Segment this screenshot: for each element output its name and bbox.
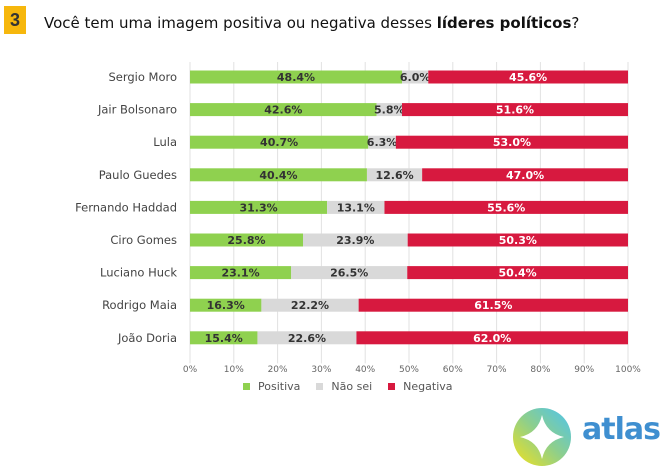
- category-label: Paulo Guedes: [99, 168, 177, 182]
- data-label: 53.0%: [493, 136, 531, 149]
- x-tick-label: 10%: [224, 365, 244, 375]
- data-label: 48.4%: [277, 71, 315, 84]
- bar-negativa: [428, 70, 628, 84]
- bar-positiva: [190, 135, 369, 149]
- data-label: 26.5%: [330, 267, 368, 280]
- x-tick-label: 40%: [355, 365, 375, 375]
- data-label: 5.8%: [374, 104, 405, 117]
- data-label: 40.4%: [259, 169, 297, 182]
- legend-label: Positiva: [258, 380, 301, 393]
- question-number-badge: 3: [4, 6, 26, 34]
- bar-não-sei: [291, 266, 408, 280]
- category-label: Jair Bolsonaro: [97, 103, 177, 117]
- x-tick-label: 20%: [268, 365, 288, 375]
- bar-não-sei: [327, 200, 385, 214]
- bar-negativa: [395, 135, 628, 149]
- data-label: 55.6%: [487, 201, 525, 214]
- bar-negativa: [407, 233, 628, 247]
- legend-swatch: [388, 383, 396, 390]
- x-tick-label: 100%: [615, 365, 641, 375]
- bar-positiva: [190, 266, 292, 280]
- bar-positiva: [190, 200, 328, 214]
- legend-item-negativa: Negativa: [388, 380, 453, 393]
- title-prefix: Você tem uma imagem positiva ou negativa…: [44, 14, 437, 32]
- bar-negativa: [384, 200, 628, 214]
- legend-swatch: [243, 383, 250, 390]
- legend-item-positiva: Positiva: [243, 380, 300, 393]
- chart-title: Você tem uma imagem positiva ou negativa…: [44, 14, 579, 32]
- x-tick-label: 70%: [487, 365, 507, 375]
- stacked-bar-chart: 0% 10% 20% 30% 40% 50% 60% 70% 80% 90% 100% Sergio …: [75, 62, 641, 375]
- bar-negativa: [422, 168, 628, 182]
- data-label: 13.1%: [337, 201, 375, 214]
- data-label: 23.9%: [336, 234, 374, 247]
- x-tick-label: 30%: [311, 365, 331, 375]
- x-tick-label: 0%: [183, 365, 198, 375]
- data-label: 50.4%: [499, 267, 537, 280]
- bar-positiva: [190, 298, 262, 312]
- bar-negativa: [358, 298, 628, 312]
- category-label: Ciro Gomes: [110, 233, 177, 247]
- category-label: Luciano Huck: [100, 266, 177, 280]
- data-label: 6.0%: [400, 71, 431, 84]
- data-label: 22.6%: [288, 332, 326, 345]
- category-label: Fernando Haddad: [75, 200, 177, 214]
- bar-não-sei: [366, 168, 423, 182]
- bar-positiva: [190, 70, 402, 84]
- legend: Positiva Não sei Negativa: [243, 380, 453, 393]
- title-bold: líderes políticos: [436, 14, 572, 32]
- data-label: 15.4%: [205, 332, 243, 345]
- data-label: 40.7%: [260, 136, 298, 149]
- data-label: 22.2%: [291, 299, 329, 312]
- category-label: Lula: [153, 135, 177, 149]
- data-label: 25.8%: [227, 234, 265, 247]
- category-label: Rodrigo Maia: [102, 298, 177, 312]
- data-label: 47.0%: [506, 169, 544, 182]
- atlas-logo-icon: [513, 408, 571, 466]
- data-label: 50.3%: [499, 234, 537, 247]
- legend-item-nao-sei: Não sei: [316, 380, 372, 393]
- bar-negativa: [356, 331, 628, 345]
- title-suffix: ?: [571, 14, 580, 32]
- bar-negativa: [407, 266, 628, 280]
- bar-não-sei: [401, 70, 429, 84]
- data-label: 12.6%: [375, 169, 413, 182]
- data-label: 61.5%: [474, 299, 512, 312]
- logo-text: atlas: [582, 412, 661, 447]
- bar-não-sei: [368, 135, 396, 149]
- x-tick-label: 90%: [574, 365, 594, 375]
- data-label: 62.0%: [473, 332, 511, 345]
- category-label: João Doria: [117, 331, 177, 345]
- data-label: 51.6%: [496, 104, 534, 117]
- data-label: 23.1%: [222, 267, 260, 280]
- bar-positiva: [190, 233, 304, 247]
- bar-não-sei: [303, 233, 408, 247]
- legend-label: Não sei: [331, 380, 373, 393]
- data-label: 45.6%: [509, 71, 547, 84]
- legend-swatch: [316, 383, 324, 390]
- bar-positiva: [190, 103, 377, 117]
- data-label: 16.3%: [207, 299, 245, 312]
- x-tick-label: 80%: [530, 365, 550, 375]
- legend-label: Negativa: [403, 380, 453, 393]
- bar-positiva: [190, 168, 367, 182]
- bar-negativa: [401, 103, 628, 117]
- data-label: 42.6%: [264, 104, 302, 117]
- x-tick-label: 50%: [399, 365, 419, 375]
- data-label: 31.3%: [239, 201, 277, 214]
- bar-positiva: [190, 331, 258, 345]
- x-tick-label: 60%: [443, 365, 463, 375]
- bar-não-sei: [261, 298, 359, 312]
- bar-não-sei: [257, 331, 357, 345]
- bar-não-sei: [376, 103, 402, 117]
- data-label: 6.3%: [367, 136, 398, 149]
- category-label: Sergio Moro: [108, 70, 177, 84]
